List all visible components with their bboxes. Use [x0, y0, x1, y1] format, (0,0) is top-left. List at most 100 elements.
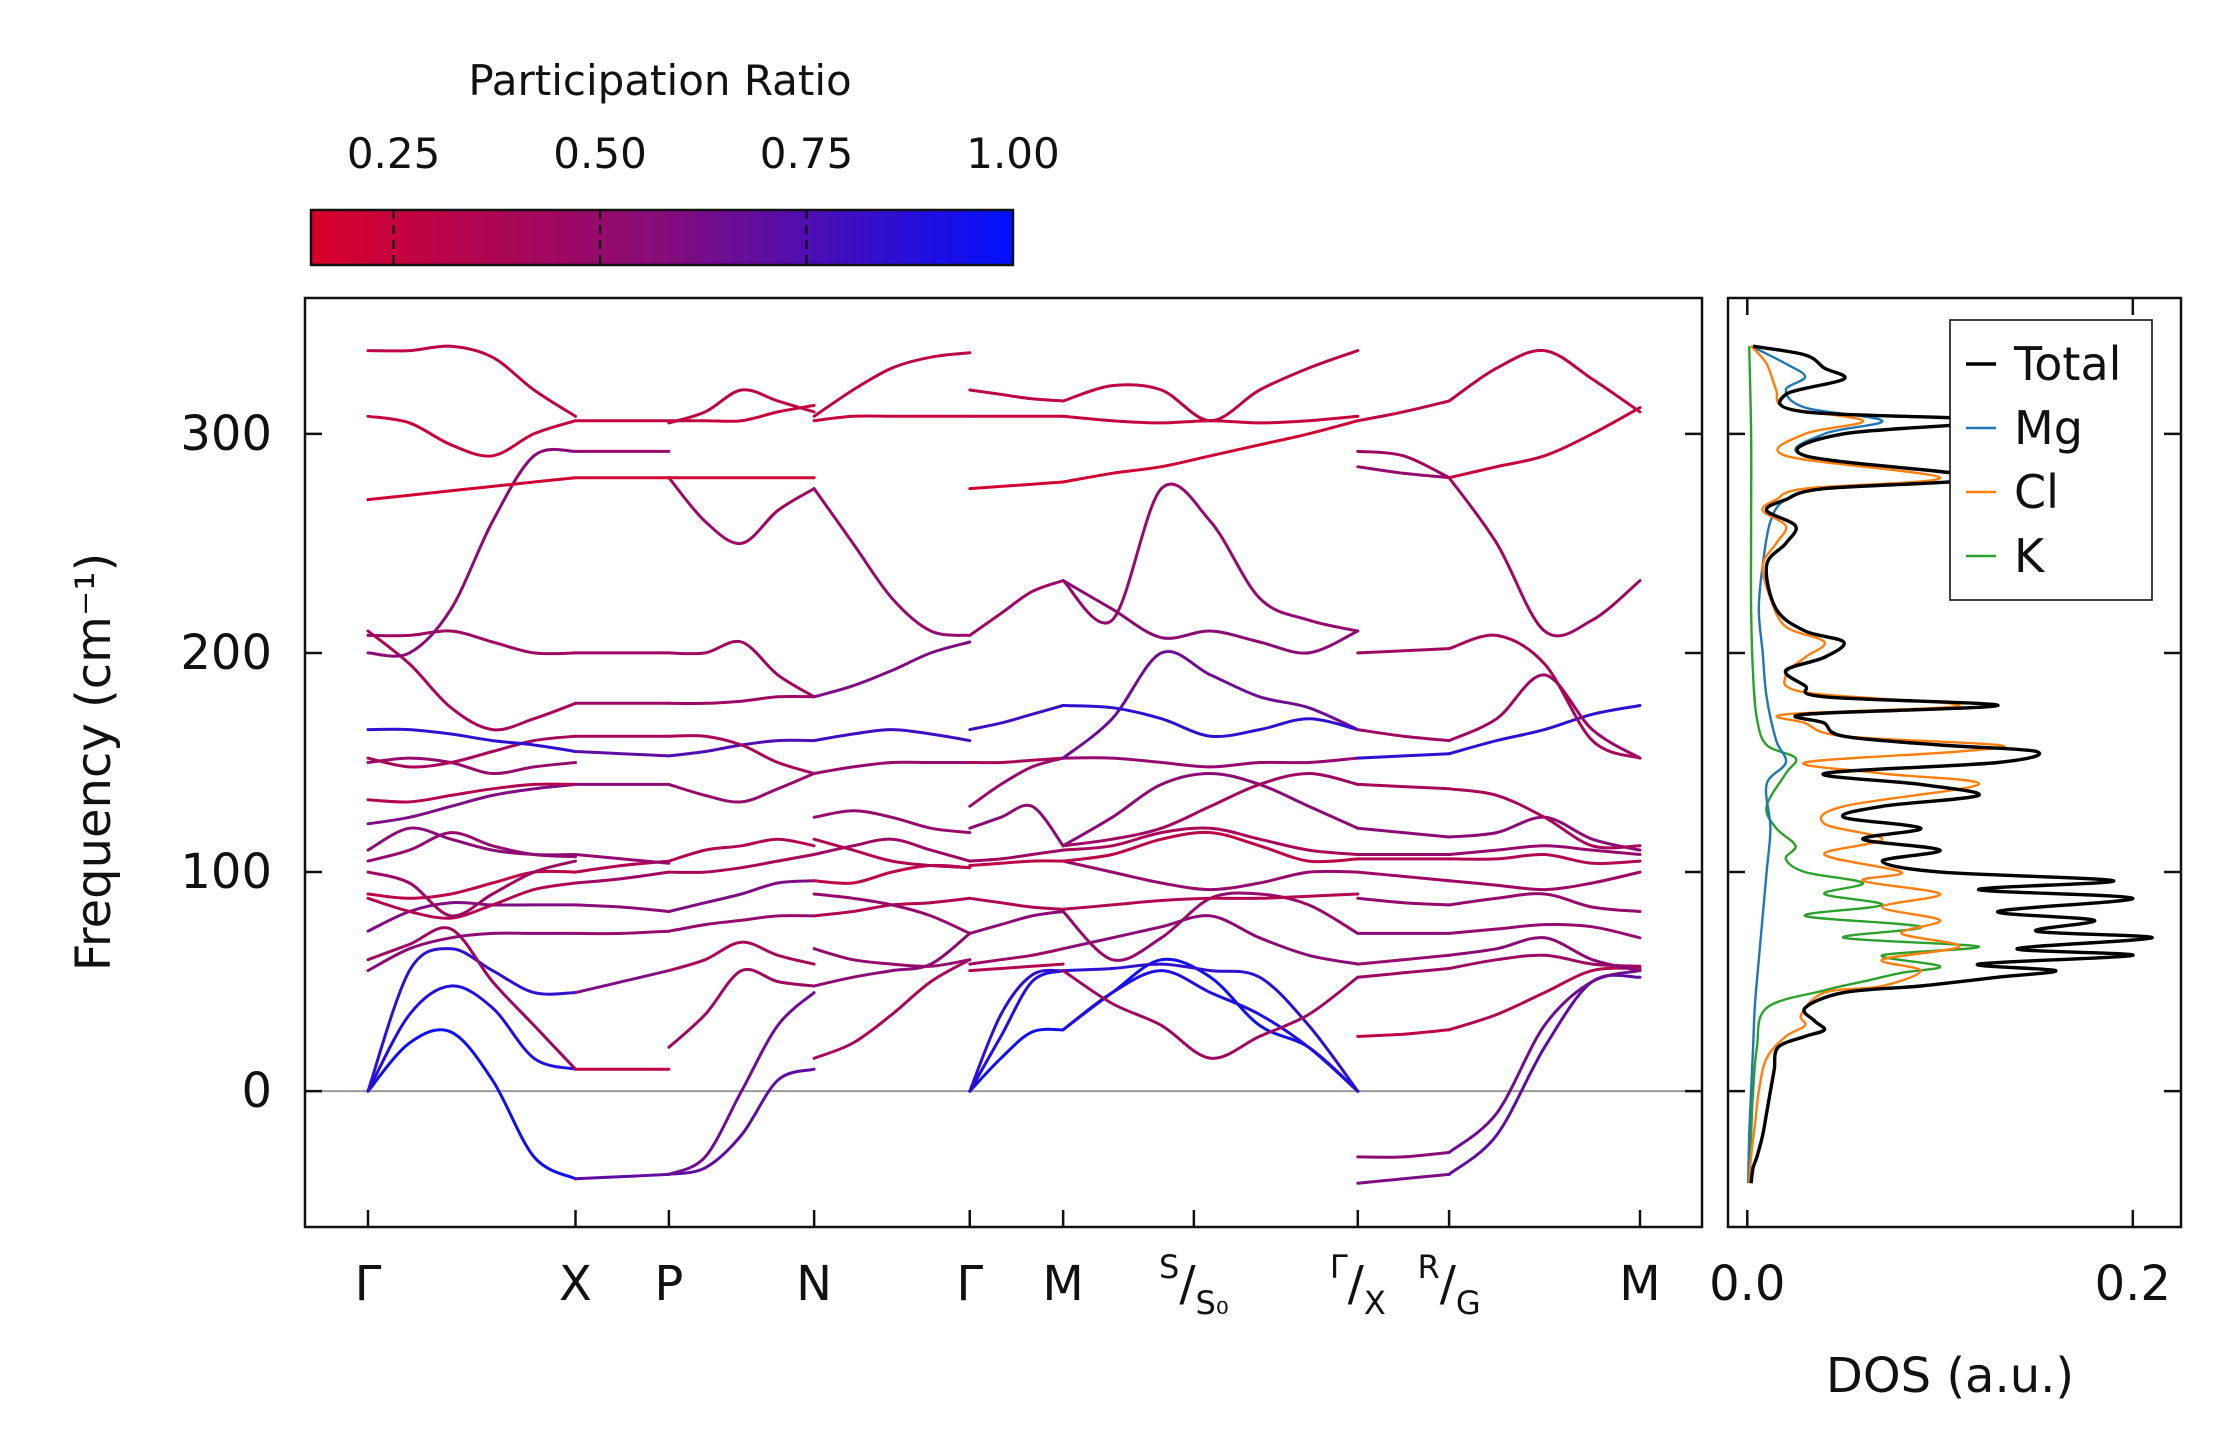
phonon-band: [366, 476, 577, 502]
phonon-band: [667, 738, 816, 758]
y-tick-label: 100: [180, 844, 272, 900]
phonon-band: [667, 967, 816, 1049]
k-point-label: M: [1619, 1256, 1660, 1312]
phonon-band: [366, 881, 577, 920]
phonon-band: [1447, 892, 1642, 913]
k-label-sub: S₀: [1196, 1284, 1229, 1322]
phonon-band: [1356, 1028, 1451, 1038]
phonon-band: [1447, 936, 1642, 973]
phonon-band: [1447, 969, 1642, 1154]
phonon-band: [366, 447, 577, 658]
phonon-band: [968, 962, 1065, 973]
phonon-band: [1447, 953, 1642, 970]
k-point-label: Γ/X: [1330, 1248, 1386, 1322]
phonon-band: [1447, 787, 1642, 850]
phonon-band: [812, 414, 972, 423]
phonon-band: [1447, 406, 1642, 480]
phonon-band: [1356, 896, 1451, 907]
phonon-band: [812, 837, 972, 870]
phonon-band: [667, 734, 816, 775]
legend-label: K: [2014, 529, 2046, 583]
phonon-band: [1447, 923, 1642, 940]
phonon-band: [968, 969, 1065, 1093]
k-label-super: Γ: [1330, 1248, 1348, 1286]
phonon-band: [968, 896, 1065, 911]
dos-curve-k: [1748, 346, 1980, 1184]
phonon-band: [968, 848, 1065, 863]
band-segment: [812, 351, 972, 1060]
phonon-band: [1447, 966, 1642, 1032]
phonon-band: [1356, 449, 1451, 480]
phonon-band: [574, 1172, 671, 1181]
colorbar: Participation Ratio 0.25 0.50 0.75 1.00: [309, 56, 1060, 267]
phonon-band: [1356, 1151, 1451, 1159]
phonon-band: [1061, 891, 1360, 962]
phonon-band: [968, 968, 1065, 1093]
phonon-band: [1447, 844, 1642, 856]
phonon-band: [1356, 728, 1451, 743]
dos-curves: [1747, 344, 2154, 1184]
phonon-band: [366, 344, 577, 418]
phonon-band: [366, 1028, 577, 1181]
phonon-band: [574, 870, 671, 885]
phonon-band: [968, 756, 1065, 765]
phonon-band: [366, 900, 577, 933]
phonon-band: [812, 896, 972, 918]
colorbar-ticks: 0.25 0.50 0.75 1.00: [347, 129, 1060, 265]
phonon-band: [812, 351, 972, 418]
colorbar-tick-label: 1.00: [966, 129, 1060, 178]
phonon-band: [667, 403, 816, 423]
dos-curve-total: [1749, 344, 2154, 1184]
dos-x-tick-label: 0.2: [2095, 1256, 2171, 1312]
phonon-band: [968, 579, 1065, 637]
k-label-sub: X: [1364, 1284, 1386, 1322]
y-tick-label: 300: [180, 406, 272, 462]
phonon-band: [1447, 673, 1642, 760]
phonon-band: [1061, 771, 1360, 848]
phonon-band: [366, 926, 577, 1071]
phonon-band: [1356, 647, 1451, 655]
phonon-band: [968, 1027, 1065, 1093]
phonon-band: [1356, 826, 1451, 839]
phonon-band: [1061, 771, 1360, 848]
phonon-band: [667, 388, 816, 425]
phonon-band: [667, 639, 816, 699]
phonon-band: [366, 629, 577, 732]
dos-panel: 0.0 0.2 DOS (a.u.) Total Mg Cl K: [1709, 296, 2183, 1404]
phonon-band: [1061, 962, 1360, 1093]
k-label-super: S: [1159, 1248, 1179, 1286]
phonon-band: [1447, 348, 1642, 414]
phonon-band: [366, 734, 577, 769]
phonon-band: [1061, 914, 1360, 966]
phonon-band: [366, 414, 577, 458]
phonon-band: [812, 892, 972, 935]
dos-plot-frame: [1726, 296, 2183, 1229]
phonon-band: [1447, 852, 1642, 866]
phonon-band: [1061, 704, 1360, 739]
band-x-axis: Γ X P N Γ M S/S₀Γ/XR/G M: [355, 1210, 1661, 1322]
k-point-label: Γ: [956, 1256, 983, 1312]
phonon-band: [1356, 967, 1451, 979]
phonon-band: [1061, 826, 1360, 856]
phonon-band: [1356, 870, 1451, 883]
phonon-band: [366, 727, 577, 753]
phonon-band: [1356, 752, 1451, 760]
phonon-band: [667, 1067, 816, 1176]
band-segment: [574, 419, 671, 1181]
phonon-band: [812, 728, 972, 743]
phonon-band: [1061, 830, 1360, 864]
colorbar-title: Participation Ratio: [468, 56, 851, 105]
phonon-band: [1061, 756, 1360, 769]
phonon-band: [968, 480, 1065, 491]
phonon-band: [667, 772, 816, 804]
k-label-slash: /: [1179, 1256, 1196, 1312]
phonon-band: [1061, 349, 1360, 423]
phonon-band: [968, 704, 1065, 732]
phonon-band: [366, 782, 577, 804]
phonon-band: [1356, 465, 1451, 480]
phonon-band: [968, 910, 1065, 935]
phonon-band: [1447, 476, 1642, 638]
phonon-band: [1356, 782, 1451, 791]
k-label-super: R: [1417, 1248, 1439, 1286]
